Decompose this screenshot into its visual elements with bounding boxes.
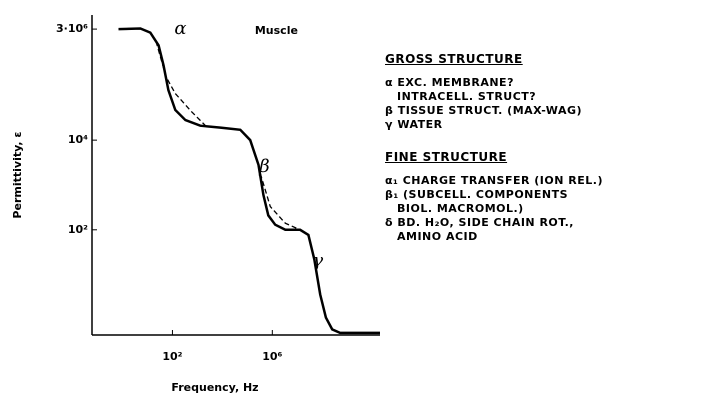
note-line: δ BD. H₂O, SIDE CHAIN ROT., bbox=[385, 216, 574, 229]
curve bbox=[118, 27, 380, 335]
dashed-curve bbox=[259, 173, 301, 231]
chart: Permittivity, ε Frequency, Hz 3·10⁶ 10⁴ 10… bbox=[11, 15, 380, 394]
annotation: γ bbox=[312, 250, 323, 271]
x-tick-label: 10² bbox=[162, 350, 182, 363]
y-tick-label: 10⁴ bbox=[68, 133, 88, 146]
y-axis-label: Permittivity, ε bbox=[11, 131, 24, 218]
x-axis-label: Frequency, Hz bbox=[171, 381, 258, 394]
section-heading: FINE STRUCTURE bbox=[385, 150, 508, 164]
note-section: FINE STRUCTURE α₁ CHARGE TRANSFER (ION RE… bbox=[385, 150, 705, 244]
annotation: Muscle bbox=[255, 24, 298, 37]
note-line: β₁ (SUBCELL. COMPONENTS bbox=[385, 188, 569, 201]
note-line: γ WATER bbox=[385, 118, 443, 131]
note-line: INTRACELL. STRUCT? bbox=[397, 90, 537, 103]
dashed-curve bbox=[155, 41, 206, 127]
y-tick-label: 10² bbox=[68, 223, 88, 236]
annotation: α bbox=[174, 18, 186, 39]
note-line: α₁ CHARGE TRANSFER (ION REL.) bbox=[385, 174, 603, 187]
annotation: β bbox=[258, 156, 269, 177]
note-line: β TISSUE STRUCT. (MAX-WAG) bbox=[385, 104, 583, 117]
note-line: α EXC. MEMBRANE? bbox=[385, 76, 514, 89]
note-line: AMINO ACID bbox=[397, 230, 478, 243]
note-line: BIOL. MACROMOL.) bbox=[397, 202, 524, 215]
note-section: GROSS STRUCTURE α EXC. MEMBRANE? INTRACELL… bbox=[385, 52, 705, 132]
y-tick-label: 3·10⁶ bbox=[56, 22, 88, 35]
section-heading: GROSS STRUCTURE bbox=[385, 52, 523, 66]
notes: GROSS STRUCTURE α EXC. MEMBRANE? INTRACELL… bbox=[385, 52, 705, 262]
x-tick-label: 10⁶ bbox=[262, 350, 282, 363]
